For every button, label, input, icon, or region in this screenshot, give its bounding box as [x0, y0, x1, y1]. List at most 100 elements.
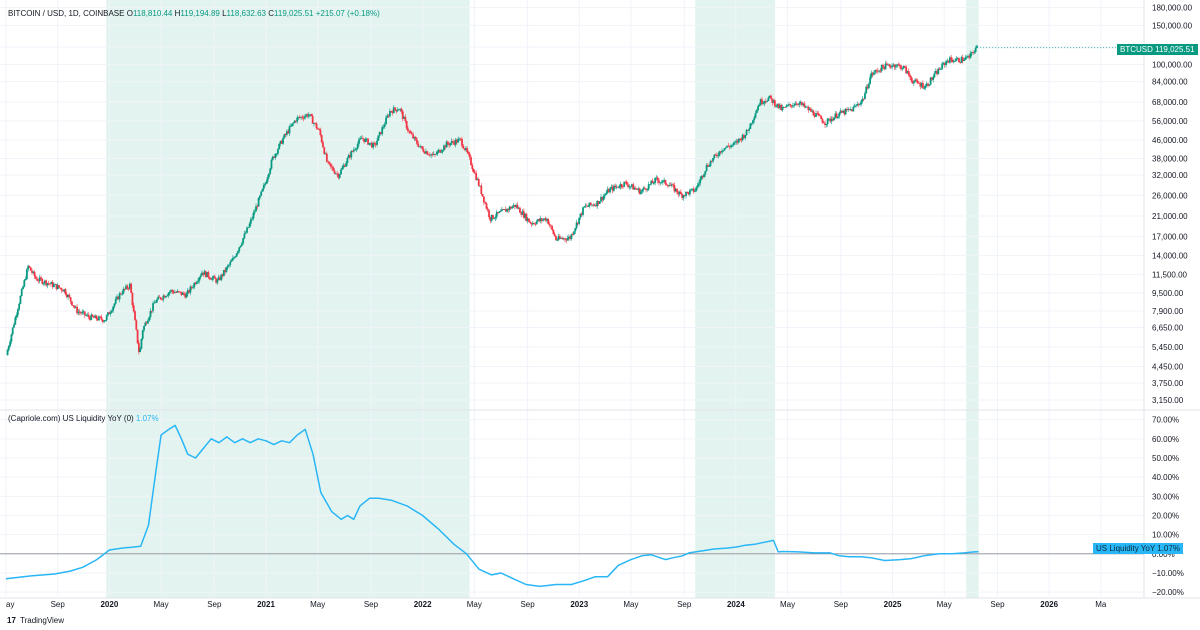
price-tick-label-7: 46,000.00 [1152, 136, 1188, 145]
tradingview-brand[interactable]: 17 TradingView [7, 616, 64, 625]
candle-body-197 [260, 191, 263, 196]
candle-body-232 [305, 114, 308, 117]
candle-body-209 [275, 153, 278, 155]
candle-body-667 [865, 86, 868, 94]
candle-body-725 [940, 68, 942, 70]
candle-body-359 [468, 153, 471, 158]
candle-body-28 [42, 283, 45, 284]
candle-body-584 [758, 104, 761, 107]
candle-body-279 [365, 138, 368, 140]
candle-body-338 [441, 150, 444, 152]
candle-body-189 [249, 219, 252, 224]
candle-body-447 [582, 207, 584, 215]
candle-body-165 [219, 277, 221, 281]
candle-body-702 [910, 77, 913, 81]
candle-body-486 [632, 184, 635, 190]
candle-body-397 [517, 207, 520, 209]
candle-body-9 [18, 303, 21, 310]
candle-body-740 [959, 62, 962, 63]
candle-body-582 [755, 110, 758, 114]
price-tick-label-16: 7,900.00 [1152, 307, 1184, 316]
candle-body-302 [395, 109, 398, 112]
candle-body-748 [969, 53, 972, 58]
candle-body-629 [816, 113, 819, 115]
candle-body-94 [127, 288, 130, 290]
highlight-bands [106, 0, 979, 598]
candle-body-408 [531, 223, 534, 225]
candle-body-703 [911, 80, 914, 84]
candle-body-461 [600, 196, 602, 202]
candle-body-352 [459, 138, 462, 140]
candle-body-713 [924, 85, 927, 89]
candle-body-117 [157, 296, 160, 300]
candle-body-182 [240, 243, 243, 246]
candle-body-374 [488, 210, 490, 218]
candle-body-471 [613, 185, 615, 191]
candle-body-184 [243, 233, 246, 239]
time-tick-label-16: Sep [834, 600, 849, 609]
candle-body-574 [745, 129, 748, 136]
candle-body-79 [108, 312, 111, 315]
candle-body-42 [60, 288, 63, 291]
candle-body-750 [972, 52, 974, 53]
candle-body-245 [322, 142, 324, 148]
candle-body-93 [126, 285, 129, 289]
candle-body-493 [641, 189, 644, 192]
candle-body-169 [224, 270, 227, 272]
candle-body-329 [430, 154, 433, 156]
candle-body-311 [407, 128, 409, 132]
candle-body-726 [941, 63, 944, 69]
candle-body-472 [614, 185, 617, 188]
candle-body-340 [444, 145, 447, 148]
candle-body-357 [466, 148, 469, 153]
symbol-header[interactable]: BITCOIN / USD, 1D, COINBASE O118,810.44 … [8, 9, 380, 18]
candle-body-142 [189, 286, 192, 293]
candle-body-122 [163, 295, 166, 298]
candle-body-127 [170, 289, 172, 292]
candle-body-296 [387, 115, 390, 117]
candle-body-150 [199, 275, 202, 278]
candle-body-689 [893, 64, 896, 68]
candle-body-50 [71, 301, 73, 306]
candle-body-626 [812, 110, 815, 116]
candle-body-455 [592, 204, 595, 206]
candle-body-13 [23, 280, 26, 287]
candle-body-69 [95, 315, 98, 320]
candle-body-80 [109, 312, 112, 315]
candle-body-562 [730, 145, 732, 148]
candle-body-305 [399, 108, 402, 110]
candle-body-446 [580, 213, 583, 215]
candle-body-478 [622, 186, 624, 188]
liq-tick-label-7: 0.00% [1152, 550, 1175, 559]
candle-body-505 [656, 177, 659, 181]
indicator-header[interactable]: (Capriole.com) US Liquidity YoY (0) 1.07… [8, 414, 159, 423]
candle-body-369 [481, 194, 484, 197]
candle-body-385 [502, 209, 505, 211]
candle-body-415 [540, 218, 543, 221]
candle-body-211 [278, 143, 281, 150]
time-tick-label-12: May [623, 600, 638, 609]
candle-body-680 [882, 64, 884, 67]
candle-body-556 [722, 150, 725, 152]
candle-body-473 [615, 186, 618, 188]
price-tick-label-18: 5,450.00 [1152, 343, 1184, 352]
candle-body-432 [562, 238, 565, 240]
candle-body-372 [485, 203, 488, 209]
candle-body-710 [920, 82, 923, 87]
candle-body-235 [309, 114, 311, 115]
candle-body-600 [779, 105, 781, 109]
candle-body-268 [351, 151, 354, 152]
candle-body-114 [153, 302, 156, 304]
candle-body-4 [11, 327, 14, 335]
candle-body-382 [498, 211, 501, 213]
candle-body-616 [799, 102, 802, 104]
candle-body-659 [855, 105, 857, 107]
candle-body-100 [135, 320, 138, 330]
candle-body-138 [184, 294, 187, 298]
candle-body-131 [175, 292, 178, 294]
candle-body-684 [887, 64, 890, 66]
candle-body-20 [32, 271, 35, 273]
candle-body-696 [902, 65, 905, 69]
candle-body-317 [414, 137, 417, 140]
